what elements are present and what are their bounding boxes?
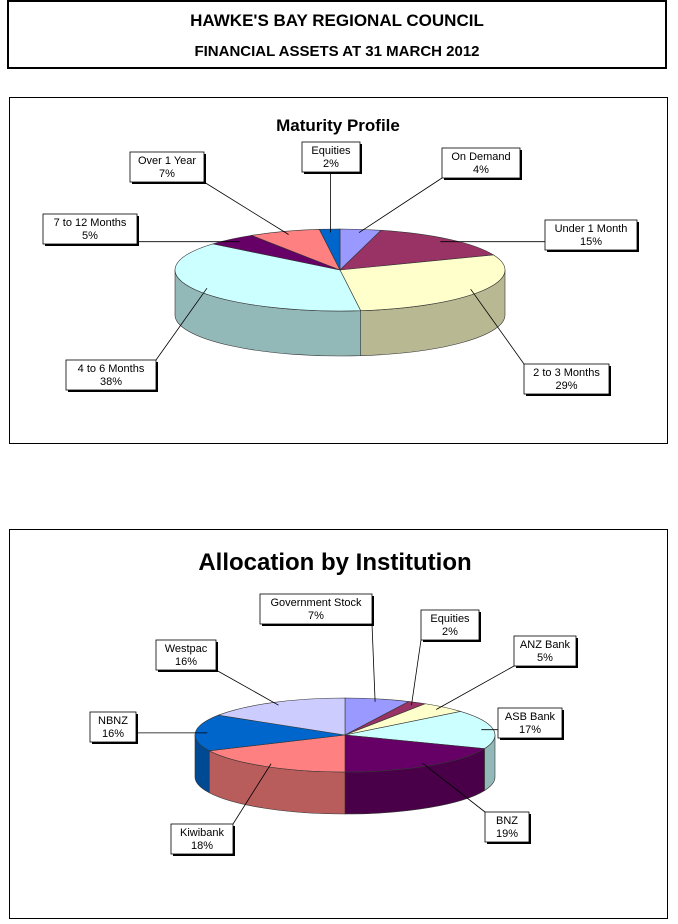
pie-slice-asb-bank <box>344 711 496 749</box>
percent-label: 2% <box>323 158 339 170</box>
category-label: Westpac <box>165 643 208 655</box>
label-box-2-to-3-months <box>523 363 610 395</box>
maturity-profile-panel: Maturity Profile On Demand 4% Under 1 Month… <box>9 97 668 444</box>
pie-sides <box>194 734 496 815</box>
leader-line-westpac <box>215 669 279 706</box>
percent-label: 7% <box>159 168 175 180</box>
pie-slice-equities <box>318 228 341 271</box>
percent-label: 29% <box>555 380 577 392</box>
category-label: Over 1 Year <box>138 155 196 167</box>
chart-title: Maturity Profile <box>276 116 400 135</box>
category-label: 2 to 3 Months <box>533 367 600 379</box>
allocation-chart: Allocation by Institution Government Stoc… <box>89 549 578 856</box>
leader-line-4-to-6-months <box>155 287 208 361</box>
label-box-equities <box>301 141 361 173</box>
category-label: On Demand <box>451 151 510 163</box>
percent-label: 5% <box>537 652 553 664</box>
label-box-bnz <box>484 811 530 843</box>
label-box-westpac <box>155 639 217 671</box>
label-box-nbnz <box>89 711 137 743</box>
label-box-on-demand <box>441 147 521 179</box>
category-label: ANZ Bank <box>520 639 571 651</box>
label-box-asb-bank <box>497 707 563 739</box>
percent-label: 7% <box>308 610 324 622</box>
category-label: Equities <box>430 613 470 625</box>
chart-title: Allocation by Institution <box>198 549 471 576</box>
label-box-under-1-month <box>544 219 638 251</box>
percent-label: 17% <box>519 724 541 736</box>
pie-slice-under-1-month <box>339 229 495 271</box>
category-label: NBNZ <box>98 715 128 727</box>
category-label: 7 to 12 Months <box>54 217 127 229</box>
category-label: ASB Bank <box>505 711 556 723</box>
pie-slice-kiwibank <box>208 734 346 773</box>
percent-label: 2% <box>442 626 458 638</box>
percent-label: 19% <box>496 828 518 840</box>
label-box-4-to-6-months <box>65 359 157 391</box>
pie-slice-westpac <box>217 697 346 736</box>
pie-slice-bnz <box>344 734 486 773</box>
council-name: HAWKE'S BAY REGIONAL COUNCIL <box>190 11 484 30</box>
percent-label: 38% <box>100 376 122 388</box>
leader-line-kiwibank <box>232 763 272 825</box>
percent-label: 16% <box>175 656 197 668</box>
leader-line-over-1-year <box>203 181 289 235</box>
leader-line-bnz <box>422 762 486 813</box>
leader-line-government-stock <box>371 623 376 702</box>
report-header: HAWKE'S BAY REGIONAL COUNCIL FINANCIAL A… <box>7 0 667 69</box>
category-label: BNZ <box>496 815 518 827</box>
label-box-kiwibank <box>170 823 234 855</box>
leader-line-2-to-3-months <box>470 288 525 365</box>
label-box-7-to-12-months <box>42 213 138 245</box>
percent-label: 5% <box>82 230 98 242</box>
category-label: Under 1 Month <box>555 223 628 235</box>
percent-label: 15% <box>580 236 602 248</box>
label-box-government-stock <box>259 593 373 625</box>
label-box-over-1-year <box>129 151 205 183</box>
leader-line-equities <box>411 639 422 706</box>
leader-line-on-demand <box>358 177 443 233</box>
percent-label: 18% <box>191 840 213 852</box>
report-subtitle: FINANCIAL ASSETS AT 31 MARCH 2012 <box>194 43 480 60</box>
label-box-anz-bank <box>513 635 577 667</box>
pie-slice-4-to-6-months <box>174 243 362 312</box>
category-label: Kiwibank <box>180 827 225 839</box>
allocation-panel: Allocation by Institution Government Stoc… <box>9 529 668 919</box>
category-label: Government Stock <box>270 597 362 609</box>
category-label: 4 to 6 Months <box>78 363 145 375</box>
pie-slice-2-to-3-months <box>339 254 506 311</box>
category-label: Equities <box>311 145 351 157</box>
label-box-equities <box>420 609 480 641</box>
leader-line-anz-bank <box>436 665 515 710</box>
percent-label: 4% <box>473 164 489 176</box>
percent-label: 16% <box>102 728 124 740</box>
